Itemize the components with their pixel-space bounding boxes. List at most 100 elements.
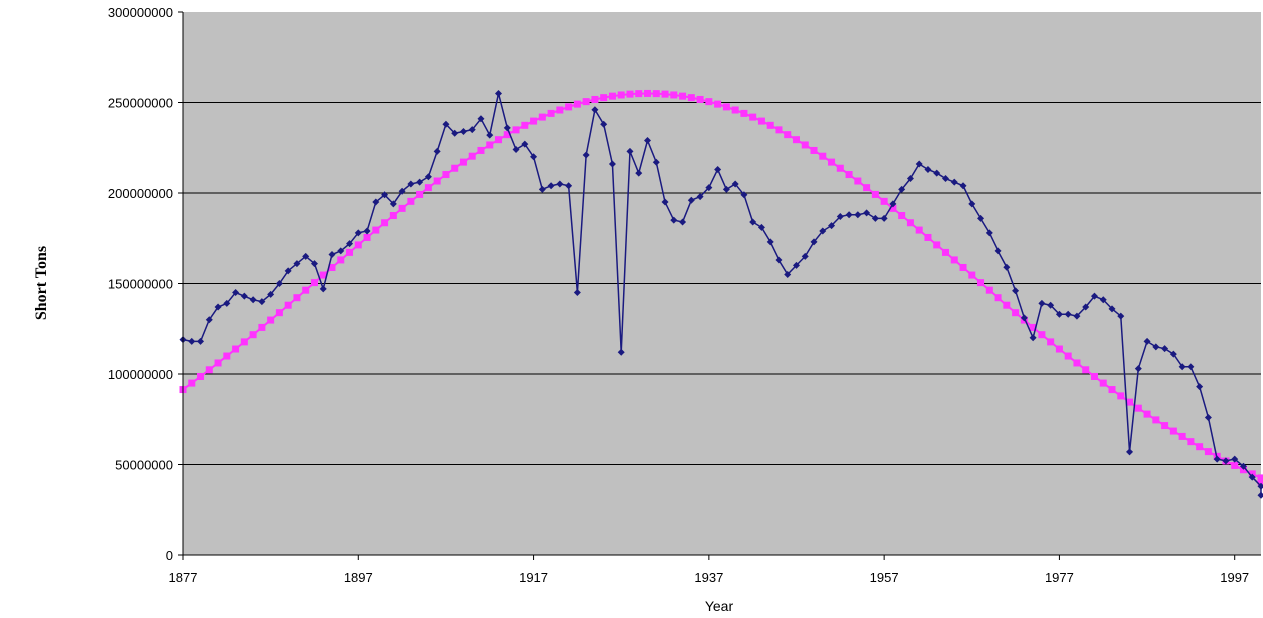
x-tick-label: 1937 — [694, 570, 723, 585]
fitted-curve-point — [302, 286, 310, 294]
production-point — [486, 131, 494, 139]
fitted-curve-point — [836, 164, 844, 172]
fitted-curve-point — [249, 331, 257, 339]
fitted-curve-point — [512, 126, 520, 134]
production-point — [985, 229, 993, 237]
production-point — [696, 193, 704, 201]
production-point — [293, 260, 301, 268]
fitted-curve-point — [197, 372, 205, 380]
production-point — [915, 160, 923, 168]
y-tick-label: 150000000 — [108, 277, 173, 292]
production-point — [232, 289, 240, 297]
y-tick-label: 100000000 — [108, 367, 173, 382]
production-point — [906, 175, 914, 183]
fitted-curve-point — [977, 279, 985, 287]
fitted-curve-point — [521, 121, 529, 129]
production-point — [1257, 491, 1263, 499]
production-point — [933, 169, 941, 177]
fitted-curve-point — [1055, 345, 1063, 353]
production-point — [1161, 345, 1169, 353]
fitted-curve-point — [1082, 366, 1090, 374]
production-point — [363, 227, 371, 235]
fitted-curve-point — [889, 204, 897, 212]
production-point — [705, 184, 713, 192]
production-point — [398, 187, 406, 195]
production-point — [1169, 350, 1177, 358]
fitted-curve-point — [898, 212, 906, 220]
production-point — [521, 140, 529, 148]
fitted-curve-point — [1161, 422, 1169, 430]
production-point — [740, 191, 748, 199]
production-point — [1012, 287, 1020, 295]
production-point — [477, 115, 485, 123]
production-point — [1003, 263, 1011, 271]
fitted-curve-point — [1099, 379, 1107, 387]
fitted-curve-point — [1204, 448, 1212, 456]
fitted-curve-point — [696, 95, 704, 103]
production-point — [328, 251, 336, 259]
production-point — [591, 106, 599, 114]
production-point — [424, 173, 432, 181]
fitted-curve-point — [1134, 404, 1142, 412]
fitted-curve-point — [652, 90, 660, 98]
production-point — [442, 120, 450, 128]
fitted-curve-point — [1257, 478, 1263, 486]
production-point — [249, 296, 257, 304]
fitted-curve-point — [486, 141, 494, 149]
production-point — [600, 120, 608, 128]
series-fitted-curve — [179, 89, 1263, 486]
fitted-curve-point — [1257, 474, 1263, 482]
fitted-curve-point — [328, 263, 336, 271]
fitted-curve-point — [477, 146, 485, 154]
fitted-curve-point — [775, 126, 783, 134]
fitted-curve-point — [880, 197, 888, 205]
production-point — [968, 200, 976, 208]
fitted-curve-point — [267, 316, 275, 324]
production-point — [959, 182, 967, 190]
fitted-curve-point — [232, 345, 240, 353]
fitted-curve-point — [863, 184, 871, 192]
fitted-curve-point — [389, 212, 397, 220]
production-point — [1143, 337, 1151, 345]
production-point — [1073, 312, 1081, 320]
production-point — [898, 185, 906, 193]
x-axis-title: Year — [705, 598, 734, 614]
production-point — [381, 191, 389, 199]
production-point — [617, 348, 625, 356]
production-point — [530, 153, 538, 161]
fitted-curve-point — [819, 152, 827, 160]
fitted-curve-point — [1178, 432, 1186, 440]
production-point — [635, 169, 643, 177]
production-point — [1196, 383, 1204, 391]
fitted-curve-point — [530, 117, 538, 125]
fitted-curve-point — [1117, 392, 1125, 400]
fitted-curve-point — [565, 103, 573, 111]
fitted-curve-point — [608, 92, 616, 100]
fitted-curve-point — [407, 197, 415, 205]
fitted-curve-point — [740, 109, 748, 117]
fitted-curve-point — [582, 98, 590, 106]
production-point — [267, 290, 275, 298]
production-point — [1134, 365, 1142, 373]
production-point — [275, 280, 283, 287]
fitted-curve-point — [319, 271, 327, 279]
production-point — [757, 223, 765, 231]
production-point — [284, 267, 292, 275]
fitted-curve-point — [1152, 416, 1160, 424]
production-point — [775, 256, 783, 264]
production-point — [337, 247, 345, 255]
fitted-curve-point — [626, 90, 634, 98]
fitted-curve-point — [731, 106, 739, 114]
production-point — [565, 182, 573, 190]
production-point — [1020, 314, 1028, 322]
fitted-curve-point — [1073, 359, 1081, 367]
fitted-curve-point — [705, 98, 713, 106]
x-tick-label: 1897 — [344, 570, 373, 585]
fitted-curve-point — [573, 100, 581, 108]
production-point — [924, 165, 932, 173]
production-point — [1090, 292, 1098, 300]
fitted-curve-point — [275, 309, 283, 317]
fitted-curve-point — [924, 233, 932, 241]
fitted-curve-point — [906, 219, 914, 227]
production-point — [538, 185, 546, 193]
